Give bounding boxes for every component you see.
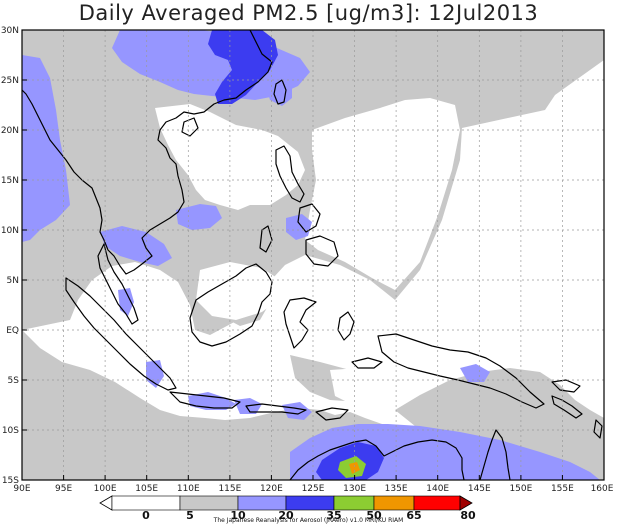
lightblue-region-java [188,392,236,410]
coast-lesser-sunda [245,403,307,415]
colorbar: 0 5 10 20 35 50 65 80 [99,495,476,522]
lon-label-160e: 160E [591,484,614,494]
lat-label-20n: 20N [1,126,19,136]
clean-pocket-pacific [305,98,460,290]
clean-pocket-sumatra-strait [92,300,295,388]
lon-label-90e: 90E [13,484,30,494]
coast-sumatra [65,277,177,391]
colorbar-label-0: 0 [142,509,150,522]
lon-label-120e: 120E [260,484,283,494]
lightblue-region-banda [282,402,312,420]
coast-malay-peninsula [97,243,139,325]
lon-label-115e: 115E [218,484,241,494]
coast-solomon [551,395,583,419]
orange-hotspot-darwin [349,462,360,474]
colorbar-label-5: 5 [186,509,194,522]
darkblue-region-southeast-china [208,30,278,104]
colorbar-label-65: 65 [406,509,421,522]
coast-seram [351,357,383,369]
lon-label-145e: 145E [468,484,491,494]
coast-philippines-luzon [275,145,305,203]
lat-label-10n: 10N [1,226,19,236]
lat-label-30n: 30N [1,26,19,36]
lat-label-5n: 5N [7,276,19,286]
lat-label-10s: 10S [2,426,19,436]
colorbar-bin-35-50 [333,495,375,511]
coast-china-mainland [22,30,273,275]
lat-label-5s: 5S [8,376,20,386]
colorbar-high-arrow [459,495,473,511]
coast-new-guinea [377,333,545,409]
lon-label-95e: 95E [55,484,72,494]
lon-label-155e: 155E [551,484,574,494]
colorbar-label-10: 10 [230,509,246,522]
coast-java [169,391,241,409]
lightblue-region-thailand [100,226,172,266]
clean-pocket-borneo [196,262,280,320]
lon-label-150e: 150E [509,484,532,494]
lightblue-region-new-guinea-west [460,364,490,382]
coast-philippines-visayas [297,203,321,233]
data-credit: The Japanese Reanalysis for Aerosol (JRA… [213,517,404,524]
lon-label-100e: 100E [94,484,117,494]
coast-timor [315,407,349,421]
coast-vanuatu [593,419,603,439]
colorbar-label-35: 35 [326,509,341,522]
colorbar-bin-50-65 [373,495,415,511]
lon-label-130e: 130E [343,484,366,494]
map-title: Daily Averaged PM2.5 [ug/m3]: 12Jul2013 [78,1,539,25]
colorbar-label-50: 50 [366,509,382,522]
lightblue-region-west-border [22,55,70,242]
colorbar-bin-20-35 [285,495,335,511]
coast-philippines-mindanao [305,235,339,267]
clean-pocket-timor [330,368,410,410]
lightblue-region-taiwan [266,70,292,106]
colorbar-label-20: 20 [278,509,294,522]
colorbar-bin-65-80 [413,495,461,511]
coast-palawan [259,225,273,253]
lat-tick-labels: 30N 25N 20N 15N 10N 5N EQ 5S 10S 15S [1,26,19,486]
graticule [22,30,604,480]
colorbar-bin-5-10 [179,495,239,511]
lon-label-135e: 135E [385,484,408,494]
coast-australia-north [289,439,465,480]
coast-cape-york [479,429,511,480]
colorbar-bin-0-5 [111,495,181,511]
lightblue-region-philippines [286,214,312,240]
lat-label-eq: EQ [6,326,19,336]
lat-label-25n: 25N [1,76,19,86]
coast-sulawesi [283,297,317,349]
colorbar-low-arrow [99,495,113,511]
tick-marks [22,79,563,480]
lat-label-15n: 15N [1,176,19,186]
lon-label-105e: 105E [135,484,158,494]
colorbar-label-80: 80 [460,509,476,522]
lon-label-125e: 125E [302,484,325,494]
lon-tick-labels: 90E 95E 100E 105E 110E 115E 120E 125E 13… [13,484,613,494]
lon-label-110e: 110E [177,484,200,494]
lat-label-15s: 15S [2,476,19,486]
coast-borneo [189,263,273,347]
colorbar-bin-10-20 [237,495,287,511]
lon-label-140e: 140E [426,484,449,494]
lightblue-region-indochina-coast [176,204,222,230]
